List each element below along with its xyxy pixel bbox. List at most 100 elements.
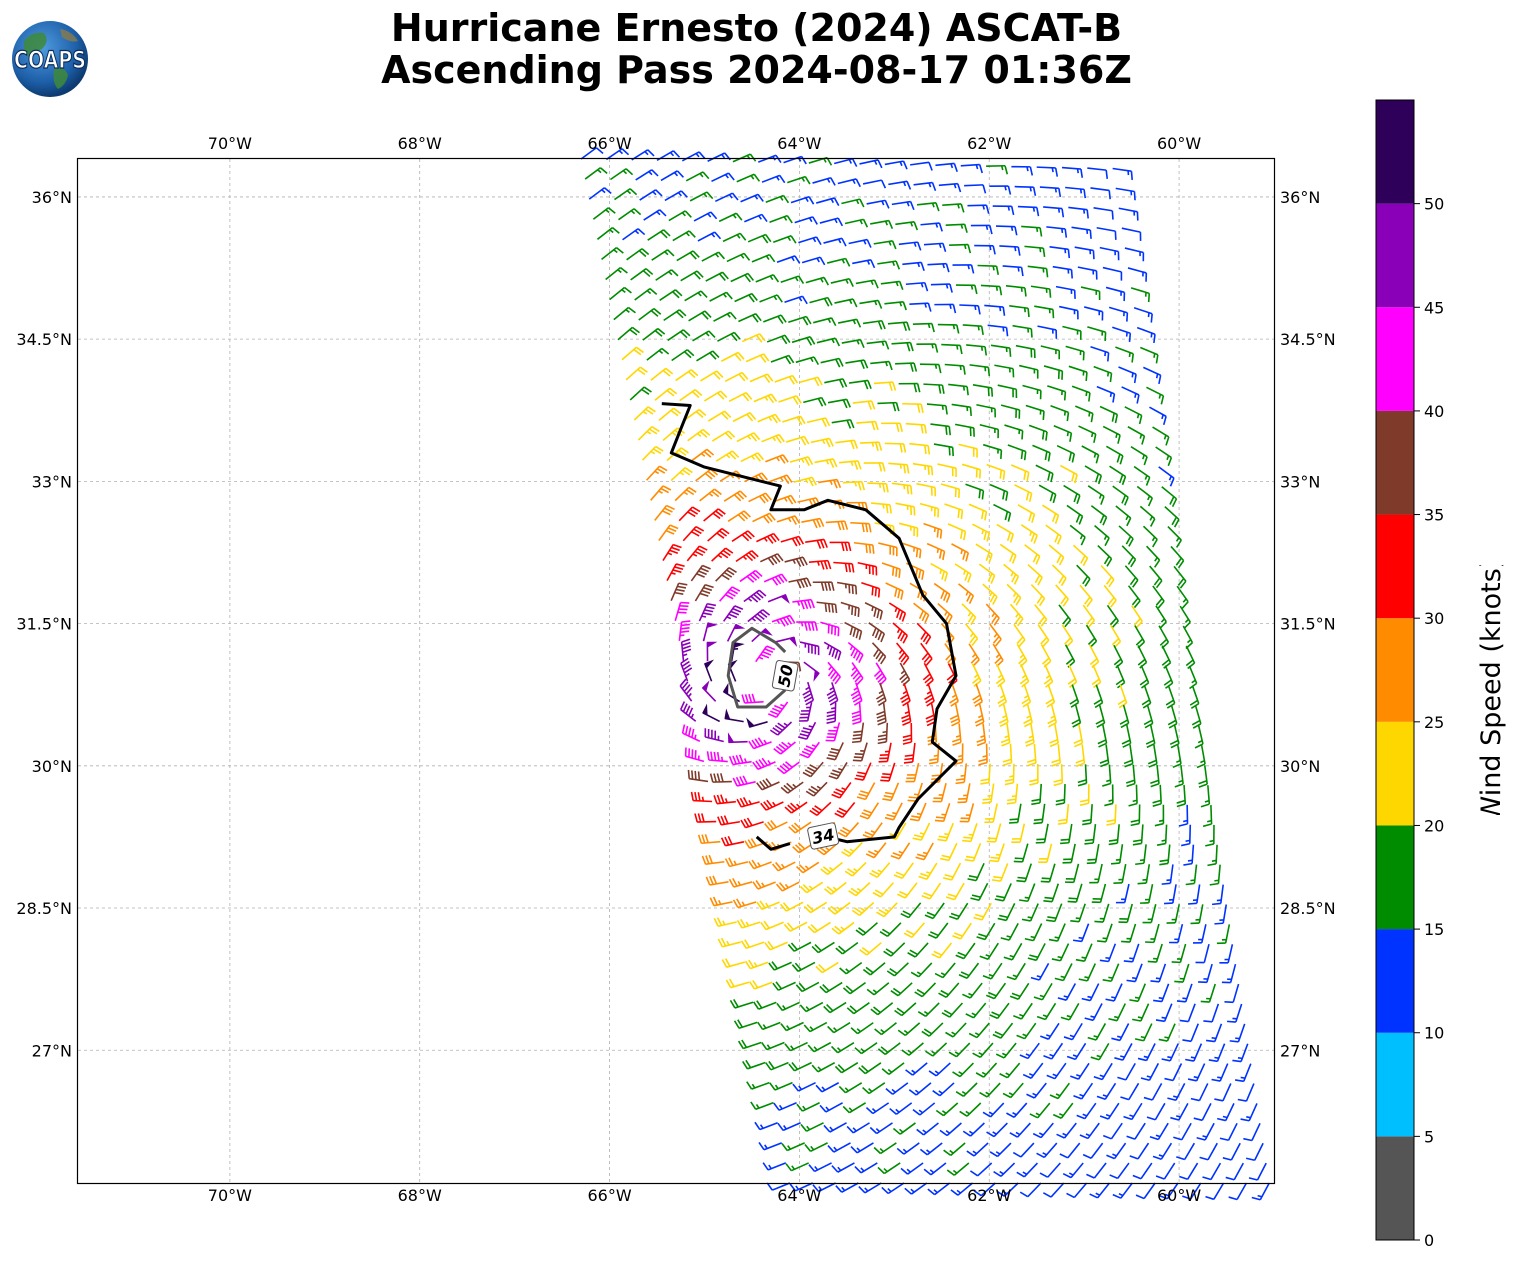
wind-barb xyxy=(667,329,691,342)
wind-barb xyxy=(1127,585,1141,609)
wind-barb xyxy=(969,364,991,377)
wind-barb xyxy=(720,351,745,362)
wind-barb xyxy=(1102,764,1112,787)
wind-barb xyxy=(850,521,872,533)
colorbar-bin-6 xyxy=(1376,514,1414,619)
wind-barb xyxy=(1097,923,1113,943)
wind-barb xyxy=(728,754,752,766)
wind-barb xyxy=(1079,1122,1100,1140)
wind-barb xyxy=(1211,884,1224,906)
wind-barb xyxy=(851,902,875,917)
wind-barb xyxy=(638,307,662,321)
wind-barb xyxy=(1055,285,1076,299)
wind-barb xyxy=(1084,1003,1103,1022)
wind-barb xyxy=(884,300,907,311)
wind-barb xyxy=(724,857,749,868)
wind-barb xyxy=(1119,704,1130,729)
wind-barb xyxy=(778,395,802,405)
wind-barb xyxy=(1232,1043,1249,1063)
wind-barb xyxy=(809,801,832,817)
wind-barb xyxy=(794,216,818,225)
wind-barb xyxy=(641,445,664,461)
wind-barb xyxy=(651,249,675,261)
wind-barb xyxy=(827,398,851,409)
wind-barb xyxy=(1145,923,1160,944)
wind-barb xyxy=(1019,1182,1042,1198)
wind-barb xyxy=(900,902,922,919)
wind-barb xyxy=(806,417,831,427)
wind-barb xyxy=(940,842,958,862)
wind-barb xyxy=(1029,763,1039,786)
wind-barb xyxy=(823,1001,847,1014)
wind-barb xyxy=(937,822,954,842)
wind-barb xyxy=(1129,983,1147,1003)
wind-barb xyxy=(726,623,746,642)
wind-barb xyxy=(787,175,811,185)
wind-barb xyxy=(1153,983,1170,1003)
wind-barb xyxy=(1225,1162,1245,1181)
wind-barb xyxy=(1073,1082,1094,1100)
wind-barb xyxy=(1161,1043,1179,1062)
map-gridlines xyxy=(78,159,1274,1183)
wind-barb xyxy=(1003,563,1020,585)
wind-barb xyxy=(1222,1142,1241,1161)
wind-barb xyxy=(1011,823,1026,844)
wind-barb xyxy=(1155,1162,1176,1180)
wind-barb xyxy=(831,921,855,935)
wind-barb xyxy=(1139,884,1154,904)
wind-barb xyxy=(1040,644,1052,668)
wind-barb xyxy=(1078,425,1097,443)
wind-barb xyxy=(655,269,679,281)
wind-barb xyxy=(1050,405,1070,422)
wind-barb xyxy=(1027,943,1046,962)
wind-barb xyxy=(776,1001,800,1012)
wind-barb xyxy=(784,556,808,568)
wind-barb xyxy=(678,620,691,641)
wind-barb xyxy=(783,155,807,165)
wind-barb xyxy=(970,882,989,902)
colorbar-label-text: Wind Speed (knots) xyxy=(1476,565,1507,815)
lon-tick-label-bottom-3: 64°W xyxy=(777,1186,821,1205)
wind-barb xyxy=(1011,165,1034,176)
wind-barb xyxy=(1132,1003,1150,1022)
wind-barb xyxy=(878,742,892,763)
title-line-1: Hurricane Ernesto (2024) ASCAT-B xyxy=(390,6,1123,50)
wind-barb xyxy=(705,875,729,886)
wind-barb xyxy=(831,418,855,429)
wind-barb xyxy=(862,319,886,330)
wind-barb xyxy=(625,366,648,381)
wind-barb xyxy=(1145,724,1156,749)
wind-barb xyxy=(1017,205,1040,217)
wind-barb xyxy=(799,376,823,387)
wind-barb xyxy=(802,761,824,778)
wind-barb xyxy=(796,621,818,631)
wind-barb xyxy=(989,1142,1012,1158)
wind-barb xyxy=(870,1002,894,1016)
wind-barb xyxy=(738,312,762,323)
wind-barb xyxy=(769,214,793,224)
wind-barb xyxy=(927,262,950,273)
wind-barb xyxy=(953,743,964,766)
wind-barb xyxy=(1137,864,1151,885)
wind-barb xyxy=(1105,445,1124,465)
wind-barb xyxy=(903,742,916,764)
wind-barb xyxy=(845,359,869,370)
wind-barb xyxy=(771,861,796,872)
wind-barb xyxy=(1079,584,1093,608)
wind-barb xyxy=(1134,1023,1153,1042)
wind-barb xyxy=(626,248,650,261)
wind-barb xyxy=(1176,585,1189,609)
wind-barb xyxy=(823,641,842,661)
lat-tick-label-left-2: 33°N xyxy=(32,472,72,491)
wind-barb xyxy=(1102,963,1120,983)
wind-barb xyxy=(1167,705,1178,729)
wind-barb xyxy=(1059,464,1078,484)
lat-tick-label-right-6: 27°N xyxy=(1280,1041,1320,1060)
wind-barb xyxy=(744,959,769,970)
wind-barb xyxy=(962,1122,985,1137)
wind-barb xyxy=(1234,1063,1252,1083)
wind-barb xyxy=(873,240,897,250)
wind-barb xyxy=(580,147,604,160)
wind-barb xyxy=(685,171,710,182)
